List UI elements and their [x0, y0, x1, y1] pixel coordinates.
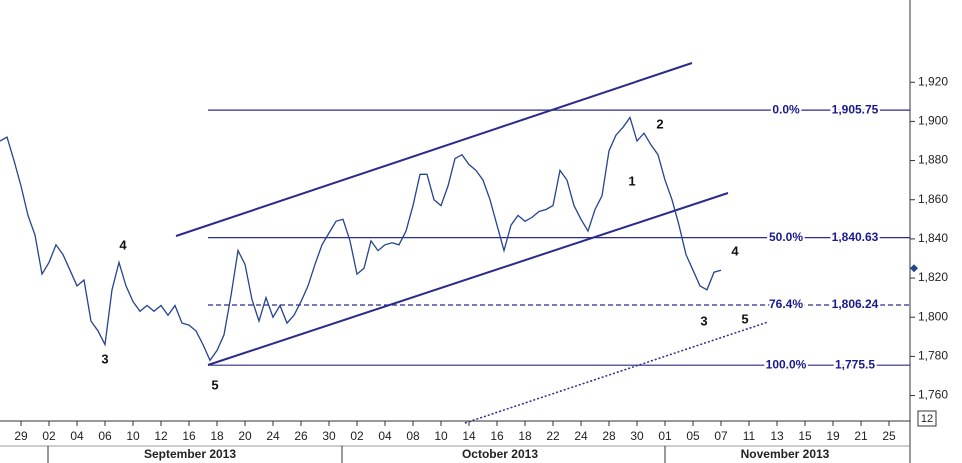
fib-label: 100.0%: [766, 357, 807, 371]
month-label: October 2013: [462, 447, 538, 461]
x-tick-label: 28: [602, 429, 616, 443]
x-tick-label: 19: [826, 429, 840, 443]
trend-dotted: [464, 321, 769, 424]
wave-label: 4: [119, 237, 127, 252]
wave-label: 3: [101, 351, 108, 366]
y-tick-label: 1,880: [918, 153, 948, 167]
x-tick-label: 12: [154, 429, 168, 443]
y-tick-label: 1,900: [918, 114, 948, 128]
x-tick-label: 04: [378, 429, 392, 443]
last-price-marker: [910, 264, 918, 273]
y-tick-label: 1,780: [918, 349, 948, 363]
wave-label: 5: [211, 377, 218, 392]
fib-value: 1,806.24: [832, 297, 879, 311]
x-tick-label: 24: [266, 429, 280, 443]
y-tick-label: 1,800: [918, 309, 948, 323]
x-tick-label: 07: [714, 429, 728, 443]
x-tick-label: 24: [574, 429, 588, 443]
price-line: [0, 116, 722, 362]
wave-label: 1: [628, 173, 635, 188]
x-tick-label: 16: [490, 429, 504, 443]
x-tick-label: 02: [42, 429, 56, 443]
x-tick-label: 18: [518, 429, 532, 443]
x-tick-label: 22: [546, 429, 560, 443]
x-tick-label: 29: [14, 429, 28, 443]
fib-value: 1,905.75: [832, 102, 879, 116]
y-tick-label: 1,760: [918, 388, 948, 402]
x-tick-label: 05: [686, 429, 700, 443]
x-tick-label: 30: [322, 429, 336, 443]
wave-label: 3: [700, 313, 707, 328]
x-tick-label: 21: [854, 429, 868, 443]
corner-label: 12: [921, 413, 933, 425]
x-tick-label: 16: [182, 429, 196, 443]
fib-value: 1,775.5: [835, 357, 875, 371]
y-tick-label: 1,820: [918, 270, 948, 284]
x-tick-label: 18: [210, 429, 224, 443]
month-label: November 2013: [741, 447, 830, 461]
x-tick-label: 08: [406, 429, 420, 443]
x-tick-label: 06: [98, 429, 112, 443]
x-tick-label: 04: [70, 429, 84, 443]
channel-upper: [175, 62, 693, 237]
x-tick-label: 20: [238, 429, 252, 443]
corner-box: [917, 410, 937, 427]
x-tick-label: 25: [882, 429, 896, 443]
x-tick-label: 14: [462, 429, 476, 443]
wave-label: 4: [731, 243, 739, 258]
x-tick-label: 01: [658, 429, 672, 443]
fib-label: 50.0%: [769, 230, 803, 244]
fib-label: 0.0%: [772, 102, 800, 116]
fib-label: 76.4%: [769, 297, 803, 311]
month-label: September 2013: [144, 447, 236, 461]
x-tick-label: 30: [630, 429, 644, 443]
x-tick-label: 10: [126, 429, 140, 443]
channel-lower: [207, 192, 729, 366]
y-tick-label: 1,840: [918, 231, 948, 245]
x-tick-label: 15: [798, 429, 812, 443]
x-tick-label: 02: [350, 429, 364, 443]
x-tick-label: 10: [434, 429, 448, 443]
x-tick-label: 11: [743, 429, 756, 443]
fib-value: 1,840.63: [832, 230, 879, 244]
wave-label: 5: [741, 311, 748, 326]
wave-label: 2: [656, 116, 663, 131]
y-tick-label: 1,860: [918, 192, 948, 206]
y-tick-label: 1,920: [918, 74, 948, 88]
x-tick-label: 13: [770, 429, 784, 443]
x-tick-label: 26: [294, 429, 308, 443]
